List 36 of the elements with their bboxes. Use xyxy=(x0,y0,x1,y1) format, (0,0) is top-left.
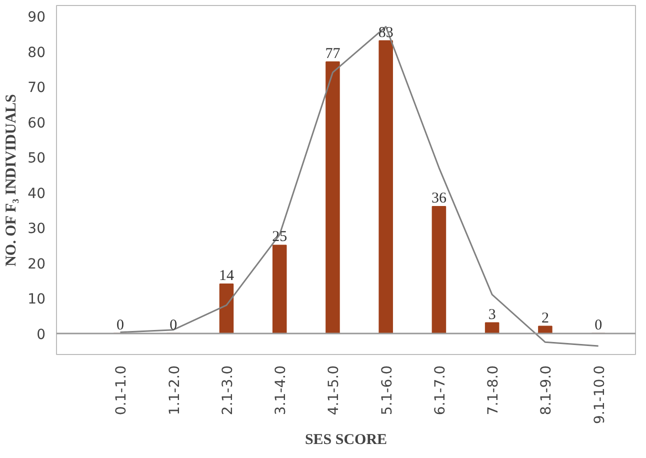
data-label: 0 xyxy=(116,317,124,334)
y-tick-label: 10 xyxy=(28,292,46,308)
line-series xyxy=(119,26,600,347)
data-label: 3 xyxy=(488,306,496,323)
data-label: 77 xyxy=(325,46,341,62)
bar xyxy=(326,61,340,334)
y-tick-label: 30 xyxy=(28,221,46,238)
x-tick-label: 1.1-2.0 xyxy=(166,365,183,416)
data-label: 14 xyxy=(218,268,234,284)
y-tick-label: 40 xyxy=(28,186,46,202)
y-tick-label: 70 xyxy=(28,80,46,96)
x-tick-label: 9.1-10.0 xyxy=(592,365,608,424)
x-tick-label: 3.1-4.0 xyxy=(273,365,290,416)
data-label: 36 xyxy=(431,190,447,206)
y-tick-label: 50 xyxy=(28,150,46,167)
y-tick-label: 60 xyxy=(28,115,46,132)
y-axis-title: NO. OF F₃ INDIVIDUALS xyxy=(4,94,20,266)
x-axis-title: SES SCORE xyxy=(304,432,388,448)
x-tick-label: 7.1-8.0 xyxy=(486,365,502,416)
x-tick-label: 2.1-3.0 xyxy=(220,365,236,416)
bar xyxy=(272,244,287,334)
data-label: 0 xyxy=(170,317,178,334)
bar xyxy=(219,283,234,334)
x-tick-label: 5.1-6.0 xyxy=(379,365,396,416)
x-tick-label: 6.1-7.0 xyxy=(432,365,448,416)
x-tick-label: 8.1-9.0 xyxy=(538,365,555,416)
y-tick-label: 90 xyxy=(28,10,46,26)
y-tick-label: 80 xyxy=(28,44,46,61)
bar xyxy=(378,40,393,334)
y-tick-label: 0 xyxy=(36,326,46,343)
data-label: 0 xyxy=(594,317,602,334)
y-tick-label: 20 xyxy=(28,256,46,272)
data-label: 2 xyxy=(541,310,549,326)
x-tick-label: 4.1-5.0 xyxy=(326,365,342,416)
x-tick-label: 0.1-1.0 xyxy=(114,365,130,416)
bar xyxy=(432,206,446,334)
